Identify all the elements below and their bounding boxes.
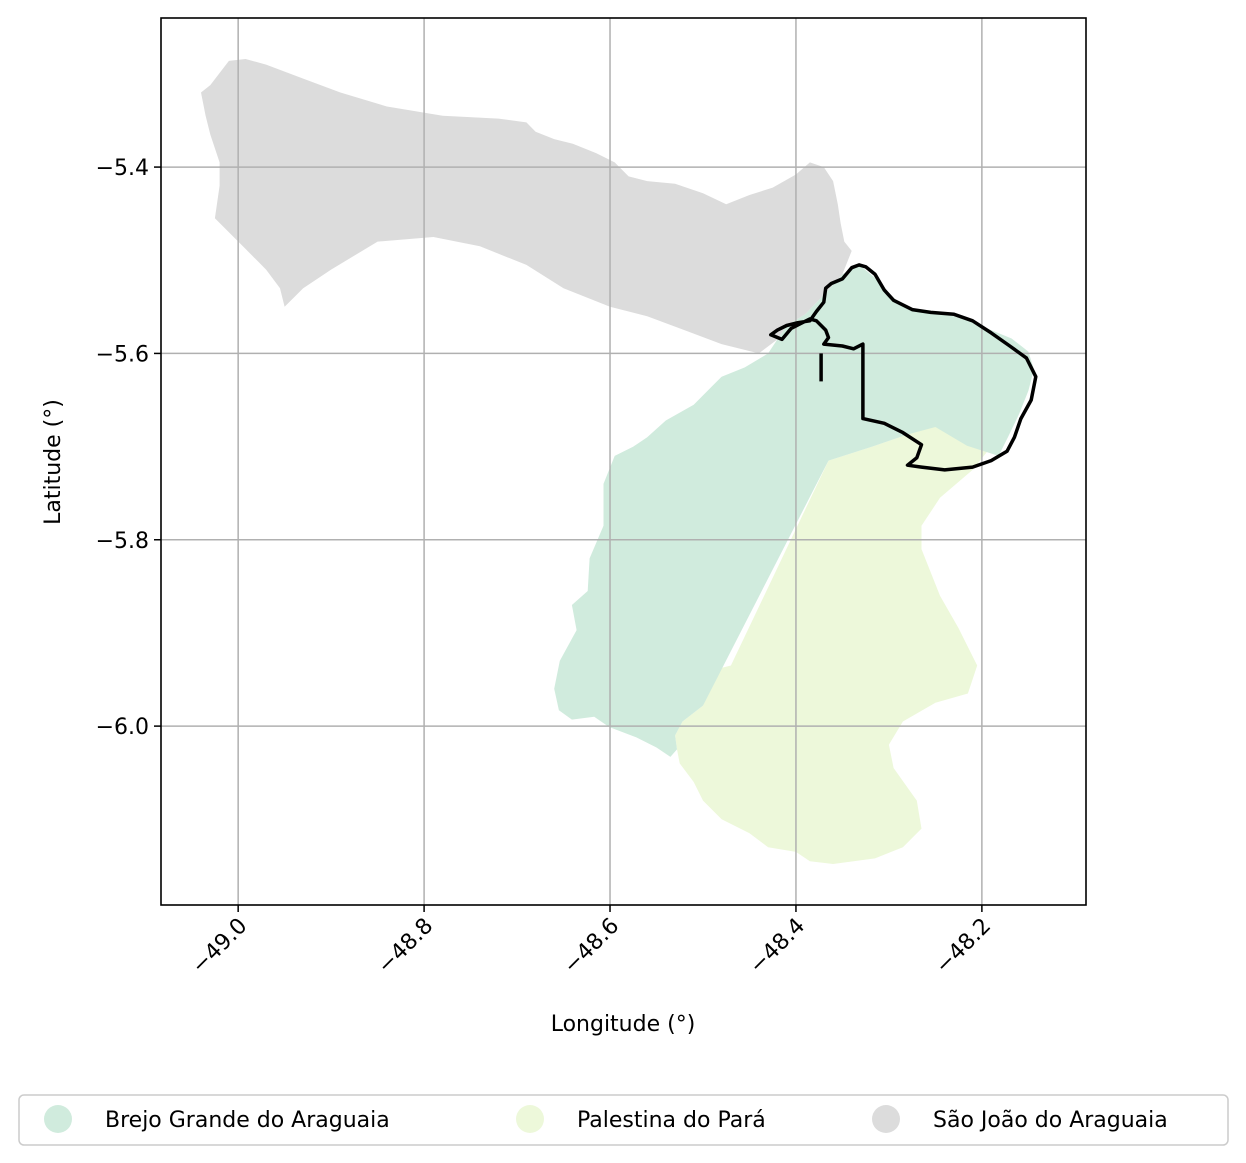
y-tick-label-1: −5.6 xyxy=(96,342,149,367)
y-tick-label-3: −6.0 xyxy=(96,715,149,740)
x-axis-title: Longitude (°) xyxy=(551,1012,696,1037)
legend-marker-palestina xyxy=(516,1105,544,1133)
plot-frame xyxy=(160,17,1087,906)
region-brejo-grande-do-araguaia xyxy=(554,264,1034,757)
region-palestina-do-para xyxy=(675,423,992,864)
regions-layer xyxy=(201,59,1034,864)
legend-box xyxy=(18,1094,1229,1146)
legend-label-sao-joao: São João do Araguaia xyxy=(933,1108,1168,1133)
region-sao-joao-do-araguaia xyxy=(201,59,852,354)
highlight-outline xyxy=(769,263,1038,472)
legend: Brejo Grande do Araguaia Palestina do Pa… xyxy=(18,1094,1229,1146)
y-tick-label-2: −5.8 xyxy=(96,529,149,554)
gridlines xyxy=(161,18,1086,905)
y-axis-ticks: −5.4 −5.6 −5.8 −6.0 xyxy=(96,156,161,740)
y-axis-title: Latitude (°) xyxy=(41,399,66,525)
outline-boundary xyxy=(769,263,1038,472)
legend-marker-sao-joao xyxy=(872,1105,900,1133)
legend-marker-brejo-grande xyxy=(44,1105,72,1133)
legend-label-palestina: Palestina do Pará xyxy=(577,1108,766,1133)
y-tick-label-0: −5.4 xyxy=(96,156,149,181)
legend-label-brejo-grande: Brejo Grande do Araguaia xyxy=(105,1108,390,1133)
